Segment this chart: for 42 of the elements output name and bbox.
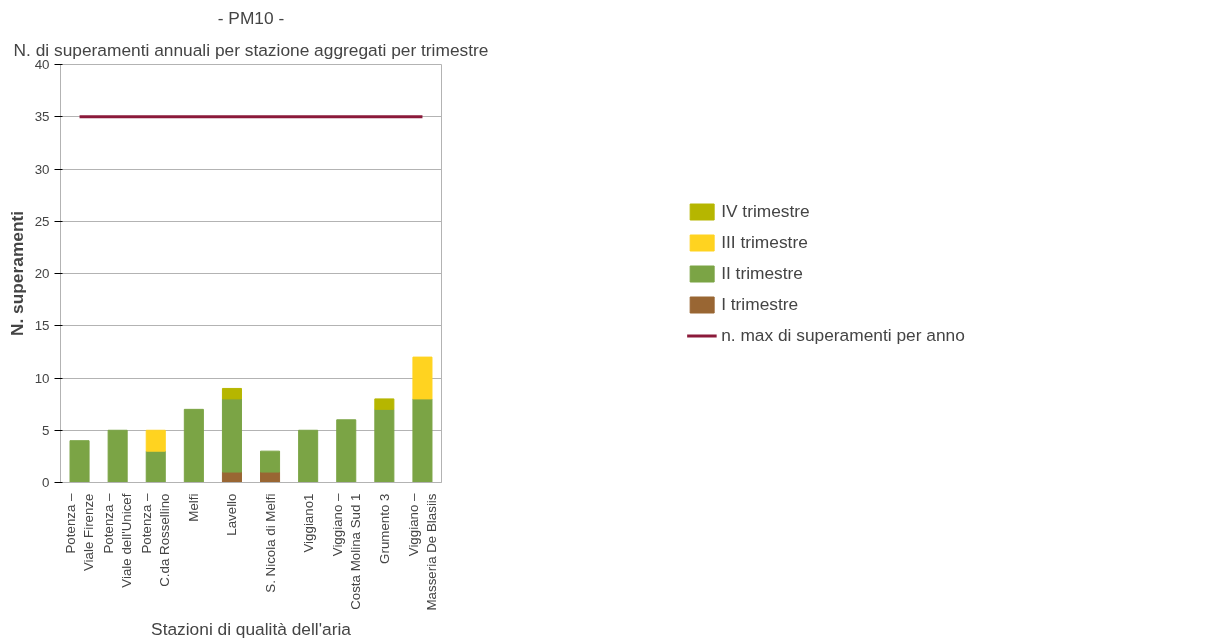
bar	[107, 429, 128, 483]
bar	[412, 356, 433, 400]
bar	[412, 398, 433, 483]
x-tick-label: Melfi	[186, 493, 202, 522]
x-tick-label: Potenza – Viale Firenze	[63, 492, 97, 572]
legend-label: II trimestre	[721, 262, 803, 284]
y-tick-label: 30	[34, 161, 50, 177]
bar	[183, 408, 204, 483]
y-tick-label: 0	[42, 475, 50, 490]
bar	[298, 429, 319, 483]
y-tick-label: 20	[34, 266, 50, 281]
legend-label: III trimestre	[721, 231, 808, 253]
y-axis-title: N. superamenti	[6, 210, 27, 337]
bar	[145, 450, 166, 483]
x-tick-label: Viggiano1	[300, 493, 316, 553]
y-tick-label: 15	[34, 318, 50, 334]
x-tick-label: S. Nicola di Melfi	[262, 493, 278, 593]
bar	[221, 387, 242, 400]
x-tick-label: Potenza – C.da Rossellino	[139, 492, 173, 587]
bar	[69, 440, 90, 483]
bar	[260, 450, 281, 473]
y-tick-label: 35	[34, 109, 50, 125]
x-axis-title: Stazioni di qualità dell'aria	[151, 618, 352, 639]
y-tick-label: 40	[34, 57, 50, 72]
x-tick-label: Viggiano – Costa Molina Sud 1	[329, 492, 363, 610]
x-tick-label: Lavello	[224, 493, 240, 536]
bar	[374, 398, 395, 410]
bar	[145, 429, 166, 452]
legend-label: I trimestre	[721, 293, 799, 315]
bar	[336, 419, 357, 483]
x-tick-label: Potenza – Viale dell'Unicef	[101, 492, 135, 588]
y-tick-label: 5	[42, 422, 50, 438]
y-tick-label: 10	[34, 370, 50, 386]
chart-subtitle: N. di superamenti annuali per stazione aggregati per trimestre	[13, 39, 489, 60]
x-tick-label: Viggiano – Masseria De Blasiis	[405, 492, 439, 611]
bar	[221, 398, 242, 473]
bar	[374, 408, 395, 483]
legend-label: n. max di superamenti per anno	[721, 324, 965, 346]
legend-label: IV trimestre	[721, 200, 810, 222]
chart-title: - PM10 -	[217, 7, 285, 28]
y-tick-label: 25	[34, 213, 50, 229]
x-tick-label: Grumento 3	[376, 493, 392, 564]
